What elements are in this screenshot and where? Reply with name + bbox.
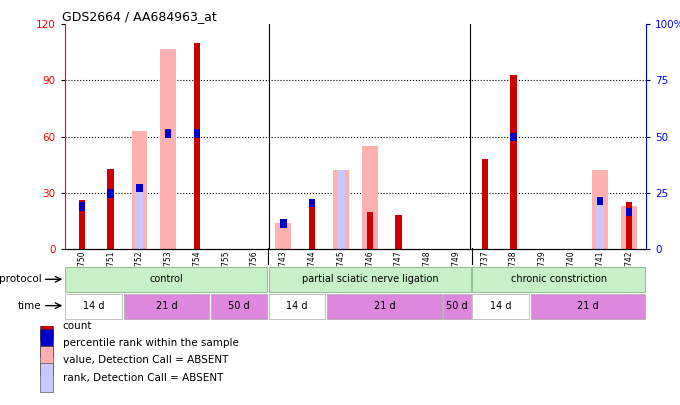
Text: time: time [18,301,41,311]
Bar [473,267,645,292]
Bar [367,211,373,249]
Bar [275,223,291,249]
Bar [79,202,85,211]
Bar [107,168,114,249]
Text: count: count [63,321,92,331]
Bar [473,294,529,319]
Text: GDS2664 / AA684963_at: GDS2664 / AA684963_at [62,10,216,23]
Bar [135,183,143,249]
Bar [395,215,402,249]
Bar [596,197,604,249]
Bar [194,43,200,249]
Bar [481,159,488,249]
Text: protocol: protocol [0,274,41,284]
Text: 14 d: 14 d [286,301,308,311]
Bar [194,129,200,138]
Text: 14 d: 14 d [490,301,511,311]
Bar [160,49,176,249]
Bar [39,312,54,340]
Bar [107,189,114,198]
Bar [39,329,54,358]
Bar [309,198,316,207]
Text: 50 d: 50 d [228,301,250,311]
Bar [530,294,645,319]
Text: 21 d: 21 d [577,301,598,311]
Bar [79,200,85,249]
Bar [333,171,349,249]
Bar [211,294,267,319]
Text: value, Detection Call = ABSENT: value, Detection Call = ABSENT [63,356,228,365]
Text: 21 d: 21 d [156,301,177,311]
Text: 14 d: 14 d [83,301,105,311]
Bar [280,219,286,228]
Bar [337,171,345,249]
Text: partial sciatic nerve ligation: partial sciatic nerve ligation [301,274,438,284]
Bar [165,129,171,138]
Text: rank, Detection Call = ABSENT: rank, Detection Call = ABSENT [63,373,223,383]
Bar [124,294,209,319]
Bar [65,267,267,292]
Bar [309,198,316,249]
Bar [511,133,517,141]
Text: percentile rank within the sample: percentile rank within the sample [63,338,239,348]
Text: 50 d: 50 d [446,301,468,311]
Bar [626,202,632,249]
Bar [511,75,517,249]
Text: control: control [150,274,183,284]
Bar [131,131,148,249]
Text: chronic constriction: chronic constriction [511,274,607,284]
Bar [443,294,471,319]
Bar [597,197,603,205]
Bar [621,206,636,249]
Bar [65,294,122,319]
Bar [39,346,54,375]
Bar [626,208,632,216]
Bar [39,364,54,392]
Bar [269,294,325,319]
Bar [327,294,441,319]
Bar [269,267,471,292]
Bar [592,171,608,249]
Bar [136,183,143,192]
Bar [362,146,377,249]
Text: 21 d: 21 d [373,301,395,311]
